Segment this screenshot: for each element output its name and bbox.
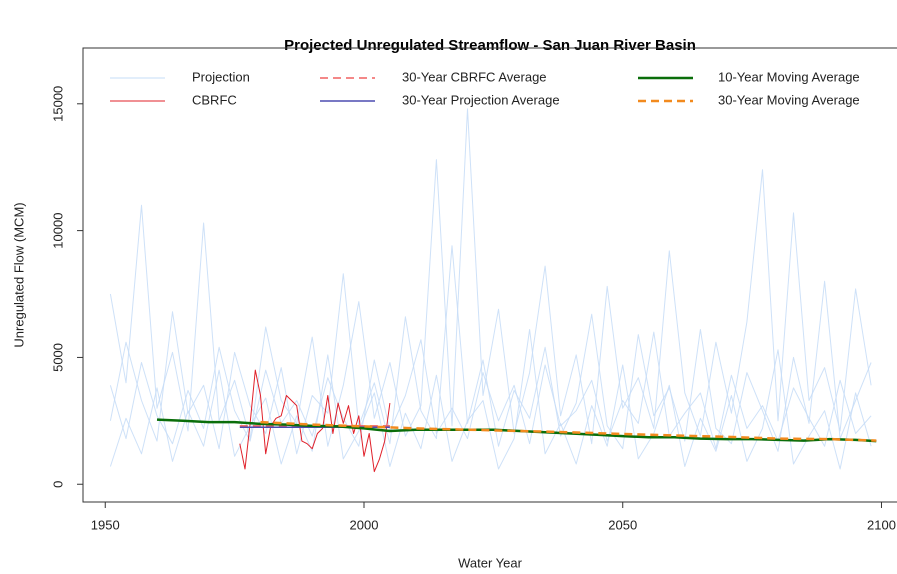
- plot-area: [109, 108, 877, 473]
- x-axis-label: Water Year: [458, 555, 523, 570]
- series-line: [109, 245, 872, 455]
- legend-label: 30-Year CBRFC Average: [402, 69, 547, 84]
- legend-label: CBRFC: [192, 92, 237, 107]
- series-line: [156, 418, 877, 443]
- y-tick-label: 5000: [50, 343, 65, 372]
- x-tick-label: 1950: [91, 517, 120, 532]
- x-tick-label: 2000: [350, 517, 379, 532]
- y-tick-label: 10000: [50, 213, 65, 249]
- x-tick-label: 2050: [608, 517, 637, 532]
- chart-title: Projected Unregulated Streamflow - San J…: [284, 37, 696, 54]
- legend: Projection CBRFC 30-Year CBRFC Average 30-Y…: [110, 69, 860, 107]
- legend-label: 30-Year Projection Average: [402, 92, 560, 107]
- series-line: [109, 331, 872, 450]
- y-tick-label: 15000: [50, 86, 65, 122]
- y-axis-label: Unregulated Flow (MCM): [11, 202, 26, 347]
- series-line: [239, 369, 391, 473]
- legend-label: Projection: [192, 69, 250, 84]
- x-tick-label: 2100: [867, 517, 896, 532]
- legend-label: 30-Year Moving Average: [718, 92, 860, 107]
- series-line: [109, 108, 872, 447]
- plot-frame: [82, 47, 897, 503]
- y-tick-label: 0: [50, 481, 65, 488]
- series-line: [109, 329, 872, 470]
- legend-label: 10-Year Moving Average: [718, 69, 860, 84]
